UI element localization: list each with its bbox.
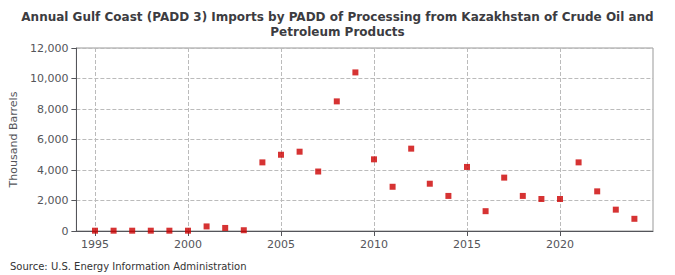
svg-text:Petroleum Products: Petroleum Products — [270, 25, 404, 39]
svg-text:2000: 2000 — [174, 238, 202, 251]
svg-text:0: 0 — [61, 225, 68, 238]
svg-text:2005: 2005 — [267, 238, 295, 251]
svg-text:2010: 2010 — [360, 238, 388, 251]
svg-text:2,000: 2,000 — [37, 194, 69, 207]
svg-text:Thousand Barrels: Thousand Barrels — [7, 91, 20, 188]
svg-text:12,000: 12,000 — [30, 42, 69, 55]
svg-text:10,000: 10,000 — [30, 72, 69, 85]
svg-text:Source: U.S. Energy Informatio: Source: U.S. Energy Information Administ… — [10, 261, 247, 272]
svg-text:2020: 2020 — [546, 238, 574, 251]
svg-text:4,000: 4,000 — [37, 164, 69, 177]
svg-text:2015: 2015 — [453, 238, 481, 251]
svg-text:6,000: 6,000 — [37, 133, 69, 146]
svg-text:8,000: 8,000 — [37, 103, 69, 116]
svg-text:Annual Gulf Coast (PADD 3) Imp: Annual Gulf Coast (PADD 3) Imports by PA… — [21, 10, 653, 24]
svg-text:1995: 1995 — [81, 238, 109, 251]
